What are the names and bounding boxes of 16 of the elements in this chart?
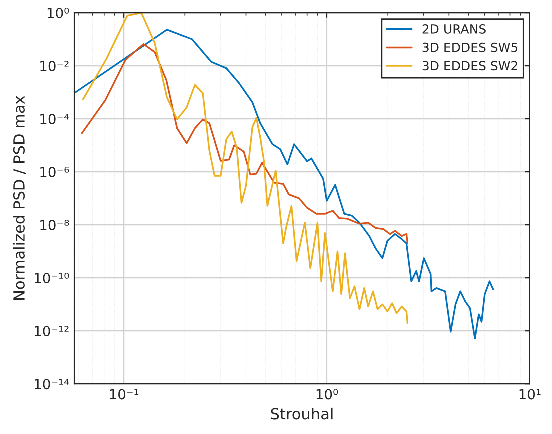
x-axis-title: Strouhal	[271, 408, 333, 420]
y-tick-label: 10⁻⁴	[40, 114, 70, 125]
y-axis-title: Normalized PSD / PSD max	[13, 96, 26, 300]
x-tick-label: 10¹	[520, 389, 541, 400]
legend-label: 2D URANS	[422, 24, 486, 34]
y-tick-label: 10⁰	[48, 8, 70, 18]
y-tick-label: 10⁻¹²	[35, 326, 69, 337]
legend-label: 3D EDDES SW2	[422, 61, 518, 71]
y-tick-label: 10⁻¹⁴	[35, 379, 70, 390]
x-tick-label: 10⁻¹	[110, 389, 139, 400]
y-tick-label: 10⁻⁸	[40, 220, 70, 231]
y-tick-label: 10⁻⁶	[40, 167, 70, 178]
legend-label: 3D EDDES SW5	[422, 42, 518, 52]
x-tick-label: 10⁰	[316, 389, 338, 400]
y-tick-label: 10⁻¹⁰	[35, 273, 70, 284]
y-tick-label: 10⁻²	[40, 61, 69, 72]
